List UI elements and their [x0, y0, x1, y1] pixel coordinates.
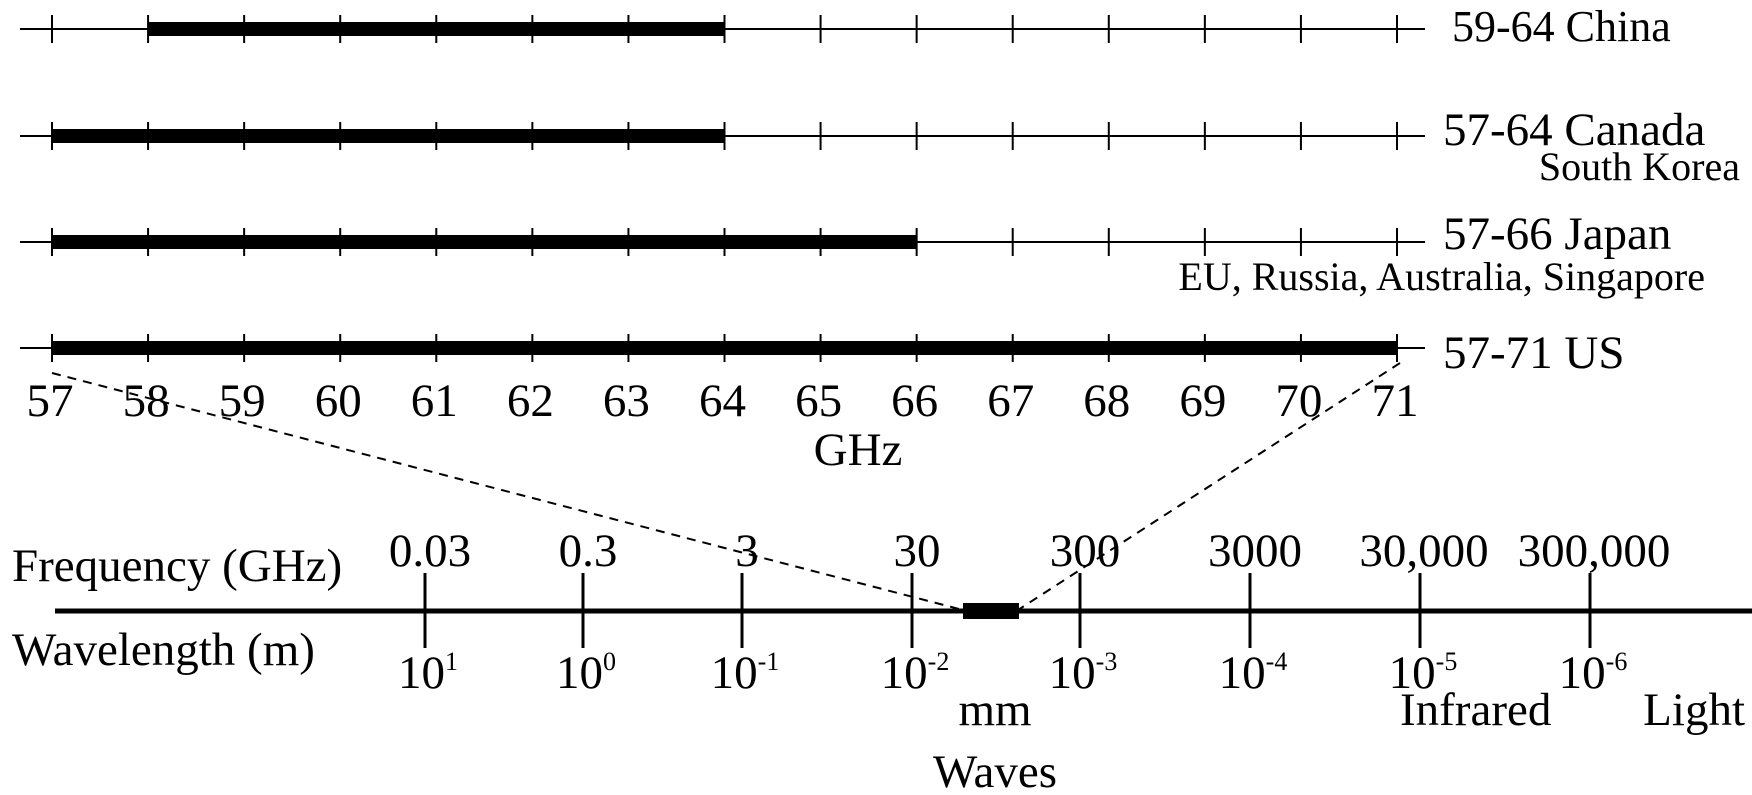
band-row-us: 57-71 US — [20, 327, 1624, 379]
wavelength-exponent: -1 — [758, 647, 780, 676]
wavelength-labels: 101 100 10-1 10-2 10-3 10-4 10-5 10-6 — [398, 647, 1627, 699]
wavelength-label: 100 — [556, 647, 616, 699]
wavelength-exponent: -5 — [1436, 647, 1458, 676]
zoom-line-right — [1017, 362, 1401, 611]
region-label-infrared: Infrared — [1400, 684, 1551, 736]
band-label: 57-71 US — [1443, 327, 1624, 379]
wavelength-label: 10-4 — [1219, 647, 1288, 699]
wavelength-label: 10-1 — [711, 647, 780, 699]
band-label: 59-64 China — [1452, 2, 1671, 51]
ghz-tick-label: 69 — [1179, 375, 1226, 427]
region-label-waves: Waves — [933, 746, 1057, 795]
wavelength-base: 10 — [398, 647, 445, 699]
ghz-tick-label: 66 — [891, 375, 938, 427]
ghz-tick-label: 64 — [699, 375, 746, 427]
spectrum-60ghz-highlight — [963, 603, 1019, 619]
band-row-canada: 57-64 Canada South Korea — [20, 104, 1740, 189]
ghz-tick-labels: 57 58 59 60 61 62 63 64 65 66 67 68 69 70 71 — [27, 375, 1419, 427]
wavelength-label: 10-3 — [1049, 647, 1118, 699]
wavelength-exponent: 1 — [445, 647, 458, 676]
frequency-axis-label: Frequency (GHz) — [12, 540, 342, 592]
wavelength-base: 10 — [556, 647, 603, 699]
spectrum-ticks — [423, 573, 1592, 648]
band-row-japan: 57-66 Japan EU, Russia, Australia, Singa… — [20, 208, 1705, 299]
ghz-tick-label: 71 — [1372, 375, 1419, 427]
frequency-label: 0.03 — [389, 525, 471, 577]
frequency-label: 300 — [1050, 525, 1121, 577]
band-extra-label: South Korea — [1539, 144, 1740, 189]
frequency-label: 30 — [894, 525, 941, 577]
frequency-label: 3 — [735, 525, 759, 577]
frequency-label: 0.3 — [559, 525, 618, 577]
ghz-tick-label: 70 — [1275, 375, 1322, 427]
wavelength-label: 10-6 — [1559, 647, 1628, 699]
band-row-china: 59-64 China — [20, 2, 1671, 51]
ghz-tick-label: 61 — [411, 375, 458, 427]
region-label-light: Light — [1643, 684, 1745, 736]
ghz-tick-label: 65 — [795, 375, 842, 427]
wavelength-base: 10 — [1219, 647, 1266, 699]
ghz-tick-label: 63 — [603, 375, 650, 427]
wavelength-exponent: -3 — [1096, 647, 1118, 676]
ghz-tick-label: 60 — [315, 375, 362, 427]
wavelength-exponent: 0 — [603, 647, 616, 676]
wavelength-label: 101 — [398, 647, 458, 699]
ghz-unit-label: GHz — [814, 424, 903, 476]
frequency-label: 300,000 — [1518, 525, 1671, 577]
wavelength-label: 10-5 — [1389, 647, 1458, 699]
ghz-tick-label: 57 — [27, 375, 74, 427]
wavelength-axis-label: Wavelength (m) — [12, 624, 315, 676]
wavelength-exponent: -2 — [928, 647, 950, 676]
region-label-mm: mm — [958, 684, 1031, 736]
band-extra-label: EU, Russia, Australia, Singapore — [1178, 254, 1705, 299]
wavelength-base: 10 — [711, 647, 758, 699]
wavelength-base: 10 — [1049, 647, 1096, 699]
frequency-label: 3000 — [1208, 525, 1302, 577]
ghz-tick-label: 62 — [507, 375, 554, 427]
ghz-tick-label: 67 — [987, 375, 1034, 427]
zoom-line-left — [51, 372, 964, 611]
frequency-labels: 0.03 0.3 3 30 300 3000 30,000 300,000 — [389, 525, 1671, 577]
wavelength-base: 10 — [881, 647, 928, 699]
frequency-label: 30,000 — [1359, 525, 1488, 577]
wavelength-base: 10 — [1389, 647, 1436, 699]
band-label: 57-66 Japan — [1443, 208, 1671, 260]
wavelength-exponent: -4 — [1266, 647, 1288, 676]
band-label: 57-64 Canada — [1443, 104, 1705, 156]
wavelength-label: 10-2 — [881, 647, 950, 699]
ghz-tick-label: 68 — [1083, 375, 1130, 427]
wavelength-base: 10 — [1559, 647, 1606, 699]
wavelength-exponent: -6 — [1606, 647, 1628, 676]
